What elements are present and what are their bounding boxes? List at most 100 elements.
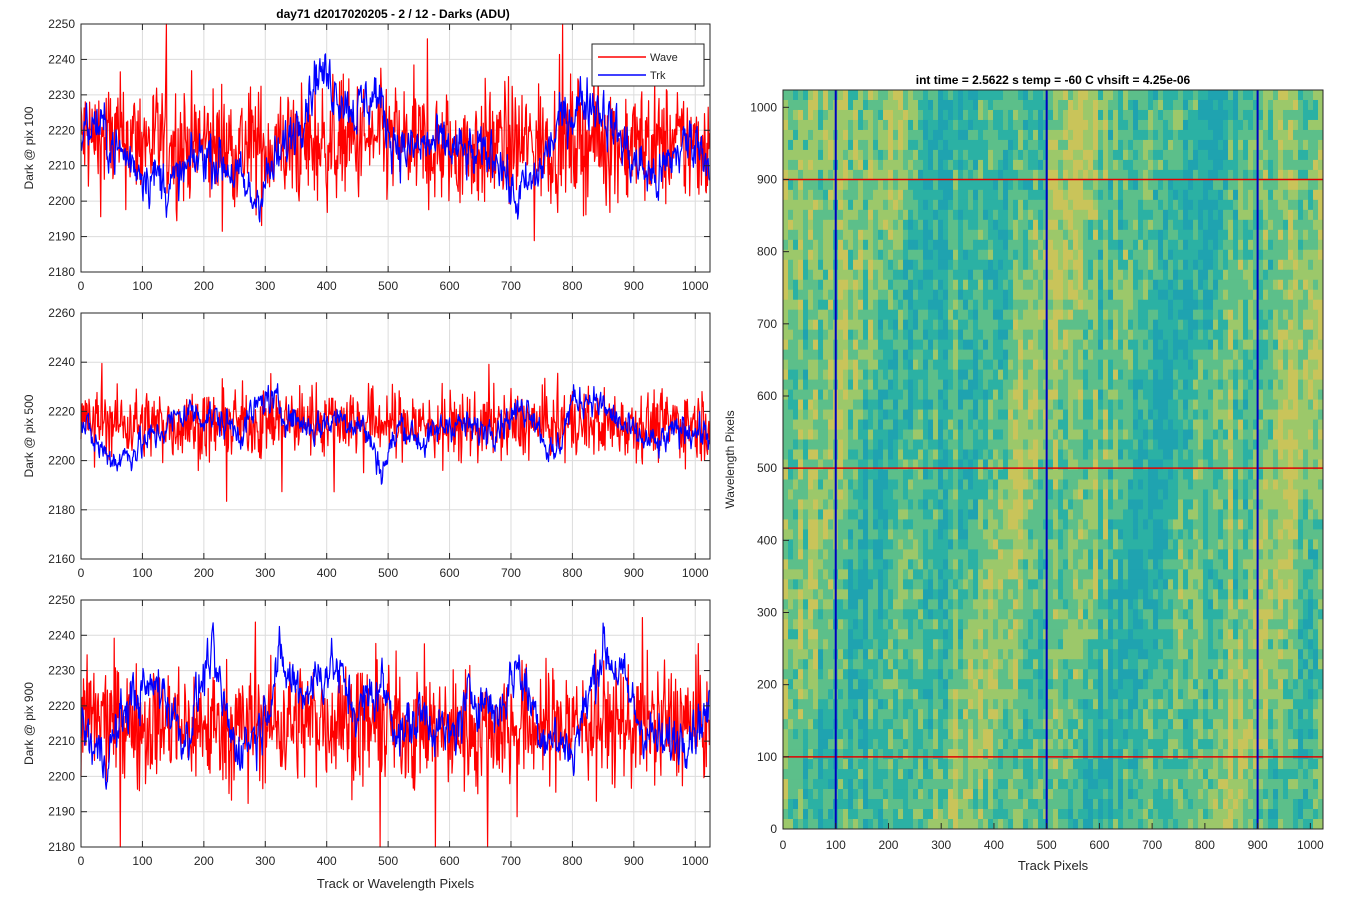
heatmap-cell bbox=[1143, 309, 1149, 321]
heatmap-cell bbox=[1243, 439, 1249, 450]
heatmap-cell bbox=[1318, 219, 1324, 231]
heatmap-cell bbox=[848, 479, 854, 490]
heatmap-cell bbox=[868, 249, 874, 261]
heatmap-cell bbox=[1218, 449, 1224, 460]
heatmap-cell bbox=[1083, 169, 1089, 181]
heatmap-cell bbox=[938, 389, 944, 400]
heatmap-cell bbox=[1278, 509, 1284, 520]
heatmap-cell bbox=[1228, 269, 1234, 281]
heatmap-cell bbox=[1318, 389, 1324, 400]
heatmap-cell bbox=[1238, 249, 1244, 261]
heatmap-cell bbox=[893, 239, 899, 251]
heatmap-cell bbox=[1033, 419, 1039, 430]
heatmap-cell bbox=[1068, 159, 1074, 171]
x-tick-label: 900 bbox=[624, 854, 644, 868]
heatmap-cell bbox=[1133, 289, 1139, 301]
heatmap-cell bbox=[843, 149, 849, 161]
y-tick-label: 2240 bbox=[48, 52, 75, 66]
heatmap-cell bbox=[793, 209, 799, 221]
heatmap-cell bbox=[1298, 249, 1304, 261]
heatmap-cell bbox=[943, 179, 949, 191]
heatmap-cell bbox=[1313, 489, 1319, 500]
heatmap-cell bbox=[1188, 519, 1194, 530]
heatmap-cell bbox=[1288, 239, 1294, 251]
heatmap-cell bbox=[928, 119, 934, 131]
heatmap-cell bbox=[1258, 299, 1264, 311]
heatmap-cell bbox=[1028, 289, 1034, 301]
heatmap-cell bbox=[1153, 159, 1159, 171]
heatmap-cell bbox=[823, 509, 829, 520]
heatmap-cell bbox=[858, 399, 864, 410]
x-tick-label: 900 bbox=[624, 566, 644, 580]
heatmap-cell bbox=[853, 259, 859, 271]
heatmap-cell bbox=[1093, 349, 1099, 361]
heatmap-cell bbox=[873, 419, 879, 430]
heatmap-cell bbox=[903, 509, 909, 520]
heatmap-cell bbox=[1088, 419, 1094, 430]
heatmap-cell bbox=[983, 199, 989, 211]
heatmap-cell bbox=[943, 269, 949, 281]
heatmap-cell bbox=[983, 419, 989, 430]
heatmap-cell bbox=[893, 139, 899, 151]
heatmap-cell bbox=[1228, 259, 1234, 271]
heatmap-cell bbox=[1058, 419, 1064, 430]
heatmap-cell bbox=[1223, 299, 1229, 311]
heatmap-cell bbox=[793, 249, 799, 261]
heatmap-cell bbox=[893, 149, 899, 161]
heatmap-cell bbox=[1058, 429, 1064, 440]
heatmap-cell bbox=[928, 279, 934, 291]
heatmap-cell bbox=[1028, 269, 1034, 281]
heatmap-cell bbox=[1018, 209, 1024, 221]
heatmap-cell bbox=[828, 469, 834, 480]
heatmap-cell bbox=[973, 429, 979, 440]
heatmap-cell bbox=[1108, 90, 1114, 101]
heatmap-cell bbox=[953, 379, 959, 390]
heatmap-cell bbox=[1188, 489, 1194, 500]
heatmap-cell bbox=[1123, 229, 1129, 241]
heatmap-cell bbox=[1143, 99, 1149, 111]
heatmap-cell bbox=[903, 149, 909, 161]
heatmap-cell bbox=[1093, 449, 1099, 460]
heatmap-cell bbox=[858, 479, 864, 490]
heatmap-cell bbox=[1083, 429, 1089, 440]
legend-label-wave: Wave bbox=[650, 52, 678, 64]
heatmap-cell bbox=[1013, 489, 1019, 500]
heatmap-cell bbox=[913, 269, 919, 281]
heatmap-cell bbox=[968, 209, 974, 221]
heatmap-cell bbox=[1273, 339, 1279, 351]
heatmap-cell bbox=[838, 329, 844, 341]
heatmap-cell bbox=[928, 319, 934, 331]
heatmap-cell bbox=[1208, 419, 1214, 430]
heatmap-cell bbox=[973, 339, 979, 351]
heatmap-cell bbox=[978, 349, 984, 361]
heatmap-cell bbox=[1278, 519, 1284, 530]
heatmap-cell bbox=[1303, 189, 1309, 201]
heatmap-cell bbox=[1063, 419, 1069, 430]
heatmap-cell bbox=[853, 109, 859, 121]
heatmap-cell bbox=[1173, 349, 1179, 361]
heatmap-cell bbox=[868, 369, 874, 381]
heatmap-cell bbox=[783, 469, 789, 480]
heatmap-cell bbox=[1198, 519, 1204, 530]
heatmap-cell bbox=[1118, 109, 1124, 121]
heatmap-cell bbox=[1068, 489, 1074, 500]
heatmap-cell bbox=[798, 379, 804, 390]
heatmap-cell bbox=[1303, 329, 1309, 341]
heatmap-cell bbox=[1118, 169, 1124, 181]
heatmap-cell bbox=[1073, 399, 1079, 410]
heatmap-cell bbox=[783, 439, 789, 450]
heatmap-cell bbox=[1313, 139, 1319, 151]
heatmap-cell bbox=[1048, 339, 1054, 351]
heatmap-cell bbox=[1103, 359, 1109, 371]
heatmap-cell bbox=[963, 339, 969, 351]
heatmap-cell bbox=[1103, 459, 1109, 470]
heatmap-cell bbox=[1298, 399, 1304, 410]
heatmap-cell bbox=[1053, 269, 1059, 281]
heatmap-cell bbox=[1053, 399, 1059, 410]
heatmap-cell bbox=[1013, 409, 1019, 420]
heatmap-cell bbox=[1198, 429, 1204, 440]
heatmap-cell bbox=[1128, 449, 1134, 460]
heatmap-cell bbox=[1058, 209, 1064, 221]
heatmap-cell bbox=[1273, 519, 1279, 530]
heatmap-plot: int time = 2.5622 s temp = -60 C vhsift … bbox=[723, 73, 1324, 873]
